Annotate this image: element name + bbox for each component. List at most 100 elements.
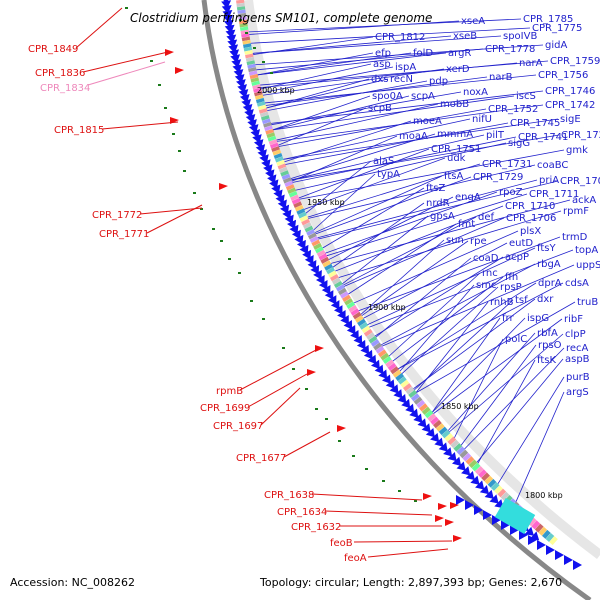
cog-segment xyxy=(462,452,472,462)
gene-label: sun xyxy=(446,235,464,246)
gene-connector-line xyxy=(362,242,508,319)
gene-label: CPR_1729 xyxy=(473,172,523,183)
gene-label: ispA xyxy=(395,62,416,73)
cog-segment xyxy=(380,352,390,361)
cog-segment xyxy=(299,215,309,222)
red-gene-label: CPR_1634 xyxy=(277,507,327,518)
cds-arrow xyxy=(222,10,233,19)
red-connector-line xyxy=(260,387,301,426)
gene-label: CPR_1710 xyxy=(505,201,555,212)
gene-connector-line xyxy=(283,118,471,160)
cds-arrow xyxy=(401,398,411,409)
cog-segment xyxy=(456,446,466,455)
cds-arrow xyxy=(363,349,373,360)
cds-arrow xyxy=(275,194,285,204)
cog-segment xyxy=(294,204,304,212)
cog-segment xyxy=(322,260,332,268)
gene-connector-line xyxy=(358,236,561,312)
rna-mark xyxy=(245,32,248,34)
gene-connector-line xyxy=(290,133,436,180)
gene-connector-line xyxy=(307,163,481,218)
cds-arrow xyxy=(456,495,465,505)
gene-label: recN xyxy=(390,74,413,85)
gene-label: CPR_1706 xyxy=(506,213,556,224)
gene-connector-line xyxy=(276,104,544,142)
gene-connector-line xyxy=(342,216,477,286)
gene-label: CPR_1746 xyxy=(545,86,595,97)
rna-mark xyxy=(220,240,223,242)
cog-segment xyxy=(333,280,343,289)
gene-label: CPR_1711 xyxy=(529,189,579,200)
red-arrow xyxy=(219,183,228,190)
rna-mark xyxy=(352,455,355,457)
gene-label: topA xyxy=(575,245,598,256)
cog-segment xyxy=(490,482,500,491)
cog-segment xyxy=(243,46,253,52)
red-arrow xyxy=(435,515,444,522)
gene-connector-line xyxy=(252,35,452,54)
gene-label: mobB xyxy=(440,99,469,110)
rna-mark xyxy=(382,480,385,482)
gene-connector-line xyxy=(278,108,487,147)
cog-segment xyxy=(329,273,339,282)
red-connector-line xyxy=(139,207,203,215)
gene-label: frr xyxy=(502,313,514,324)
cog-segment xyxy=(433,419,442,429)
gene-label: CPR_1709 xyxy=(560,176,600,187)
red-gene-label: feoB xyxy=(330,538,353,549)
cds-arrow xyxy=(430,432,440,443)
cog-segment xyxy=(250,77,260,83)
cog-segment xyxy=(346,301,356,309)
red-gene-label: CPR_1815 xyxy=(54,125,104,136)
cds-arrow xyxy=(324,290,334,300)
gene-connector-line xyxy=(515,391,565,503)
gene-connector-line xyxy=(375,257,472,338)
gene-label: CPR_1812 xyxy=(375,32,425,43)
cog-segment xyxy=(248,67,257,73)
gene-label: trmD xyxy=(562,232,588,243)
rna-mark xyxy=(270,72,273,74)
red-arrow xyxy=(438,503,447,510)
gene-label: ftsA xyxy=(444,171,463,182)
cog-segment xyxy=(366,332,376,341)
gene-label: priA xyxy=(539,175,559,186)
gene-label: xseA xyxy=(461,16,485,27)
gene-label: CPR_1742 xyxy=(545,100,595,111)
cds-arrow xyxy=(489,494,499,504)
cds-arrow xyxy=(310,264,320,275)
gene-label: folD xyxy=(413,48,433,59)
cog-segment xyxy=(316,249,326,257)
cds-arrow xyxy=(421,423,431,433)
gene-label: mmmA xyxy=(437,129,473,140)
cog-segment xyxy=(419,403,428,412)
red-connector-line xyxy=(353,540,453,543)
cog-segment xyxy=(368,335,378,344)
gene-connector-line xyxy=(249,20,460,35)
gene-label: tsf xyxy=(515,295,528,306)
cds-arrow xyxy=(287,219,297,230)
gene-label: CPR_1759 xyxy=(550,56,600,67)
kbp-tick: 1900 kbp xyxy=(368,303,406,312)
cog-segment xyxy=(262,118,271,125)
gene-connector-line xyxy=(317,180,559,240)
cds-arrow xyxy=(223,14,234,24)
rna-dots xyxy=(125,7,417,502)
cds-arrow xyxy=(289,224,299,235)
cog-segment xyxy=(256,101,266,107)
red-gene-label: CPR_1632 xyxy=(291,522,341,533)
cog-segment xyxy=(284,180,294,187)
gene-label: ispG xyxy=(527,313,549,324)
red-arrow xyxy=(453,535,462,542)
cog-segment xyxy=(307,232,317,240)
gene-label: xerD xyxy=(446,64,470,75)
gene-label: pilT xyxy=(486,130,505,141)
rna-mark xyxy=(239,19,242,21)
cog-segment xyxy=(453,443,463,452)
cds-arrow xyxy=(315,275,325,285)
gene-connectors xyxy=(248,18,576,503)
gene-connector-line xyxy=(447,332,536,432)
cds-arrow xyxy=(318,280,328,290)
cds-arrow xyxy=(405,403,415,414)
gene-connector-line xyxy=(341,215,429,285)
gene-connector-line xyxy=(391,276,504,362)
